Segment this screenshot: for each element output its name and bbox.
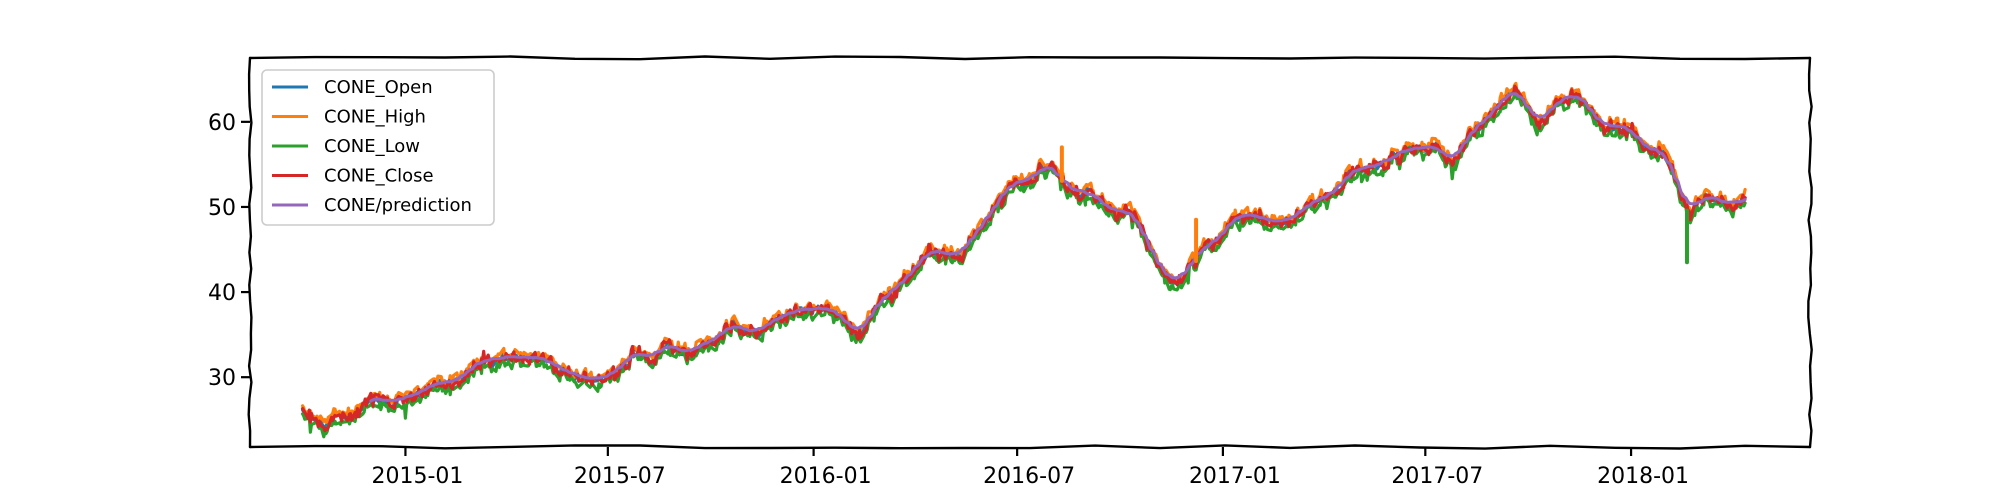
frame-left — [247, 56, 253, 449]
series-line-cone-low — [301, 89, 1747, 439]
x-tick-label-2015-07: 2015-07 — [574, 464, 666, 489]
series-line-cone-high — [301, 81, 1747, 424]
legend-label-cone-high: CONE_High — [324, 107, 426, 128]
y-tick-label-60: 60 — [208, 111, 236, 136]
x-tick-label-2016-07: 2016-07 — [983, 464, 1075, 489]
legend-label-cone-prediction: CONE/prediction — [324, 195, 472, 216]
y-tick-label-50: 50 — [208, 196, 236, 221]
x-tick-label-2016-01: 2016-01 — [780, 464, 872, 489]
y-tick-label-40: 40 — [208, 281, 236, 306]
x-tick-label-2015-01: 2015-01 — [371, 464, 463, 489]
x-tick-label-2017-01: 2017-01 — [1189, 464, 1281, 489]
legend-label-cone-close: CONE_Close — [324, 166, 434, 187]
legend-label-cone-open: CONE_Open — [324, 77, 433, 98]
x-tick-label-2017-07: 2017-07 — [1391, 464, 1483, 489]
frame-right — [1807, 56, 1813, 449]
series-layer — [301, 81, 1747, 439]
frame-bottom — [248, 444, 1812, 450]
axis-layer: 2015-01 2015-07 2016-01 2016-07 2017-01 2017-… — [208, 55, 1813, 489]
frame-top — [248, 55, 1812, 61]
series-line-cone-open — [301, 85, 1747, 429]
y-tick-label-30: 30 — [208, 366, 236, 391]
legend: CONE_Open CONE_High CONE_Low CONE_Close CONE… — [261, 69, 495, 226]
legend-label-cone-low: CONE_Low — [324, 136, 420, 157]
x-tick-label-2018-01: 2018-01 — [1597, 464, 1689, 489]
series-line-cone-close — [301, 84, 1747, 433]
series-line-cone-prediction — [369, 92, 1747, 403]
legend-box — [261, 69, 495, 226]
